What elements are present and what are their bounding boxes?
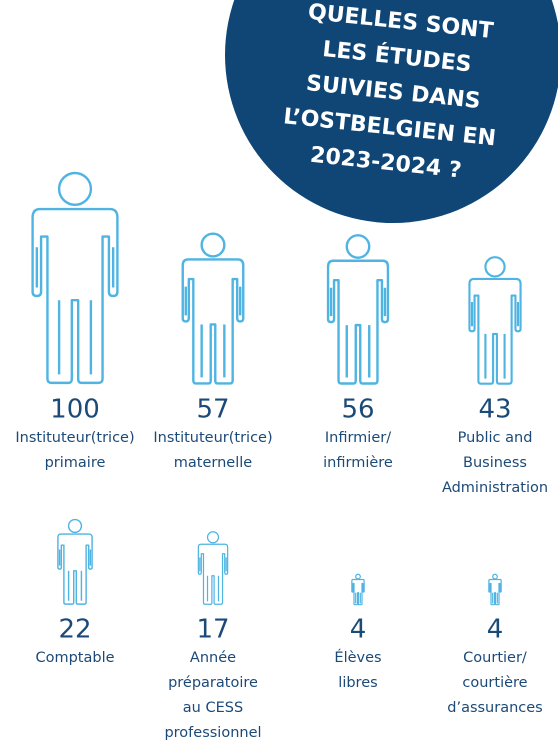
category-label: Courtier/ — [463, 650, 527, 666]
person-detail — [200, 557, 226, 601]
person-head — [347, 235, 369, 257]
person-icon — [489, 574, 501, 604]
value-label: 56 — [341, 395, 374, 425]
person-detail — [489, 585, 500, 603]
person-body — [198, 544, 227, 604]
category-label: Administration — [442, 480, 548, 496]
person-head — [59, 173, 91, 205]
value-label: 22 — [58, 615, 91, 645]
category-label: courtière — [462, 675, 527, 691]
person-body — [183, 259, 244, 383]
category-label: d’assurances — [447, 700, 542, 716]
category-label: Infirmier/ — [325, 430, 391, 446]
person-body — [33, 209, 118, 383]
category-label: Instituteur(trice) — [15, 430, 134, 446]
category-label: Instituteur(trice) — [153, 430, 272, 446]
person-icon — [469, 257, 520, 383]
person-body — [469, 279, 520, 384]
person-head — [485, 257, 504, 276]
category-label: professionnel — [164, 725, 261, 741]
value-label: 4 — [350, 615, 367, 645]
category-label: Élèves — [334, 649, 381, 666]
person-icon — [58, 520, 92, 605]
person-head — [208, 532, 219, 543]
category-label: libres — [338, 675, 377, 691]
value-label: 4 — [487, 615, 504, 645]
value-label: 57 — [196, 395, 229, 425]
person-body — [489, 579, 501, 604]
category-label: maternelle — [174, 455, 252, 471]
person-icon — [352, 574, 364, 604]
category-label: Business — [463, 455, 527, 471]
person-icon — [33, 173, 118, 383]
category-label: préparatoire — [168, 675, 258, 691]
person-body — [58, 534, 92, 604]
person-body — [328, 261, 388, 384]
person-icon — [198, 532, 227, 604]
person-detail — [331, 288, 385, 378]
category-label: Année — [190, 650, 236, 666]
category-label: Comptable — [35, 650, 114, 666]
person-head — [356, 574, 361, 579]
person-head — [202, 234, 225, 257]
person-icon — [183, 234, 244, 384]
person-detail — [186, 287, 240, 378]
category-label: infirmière — [323, 455, 393, 471]
person-body — [352, 579, 364, 604]
category-label: primaire — [45, 455, 106, 471]
title-badge — [225, 0, 558, 223]
person-head — [69, 520, 82, 533]
person-detail — [60, 549, 91, 600]
value-label: 43 — [478, 395, 511, 425]
person-head — [493, 574, 498, 579]
category-label: Public and — [458, 430, 533, 446]
value-label: 100 — [50, 395, 100, 425]
person-detail — [472, 302, 518, 379]
person-icon — [328, 235, 388, 383]
value-label: 17 — [196, 615, 229, 645]
person-detail — [37, 247, 113, 374]
category-label: au CESS — [183, 700, 243, 716]
person-detail — [352, 585, 363, 603]
